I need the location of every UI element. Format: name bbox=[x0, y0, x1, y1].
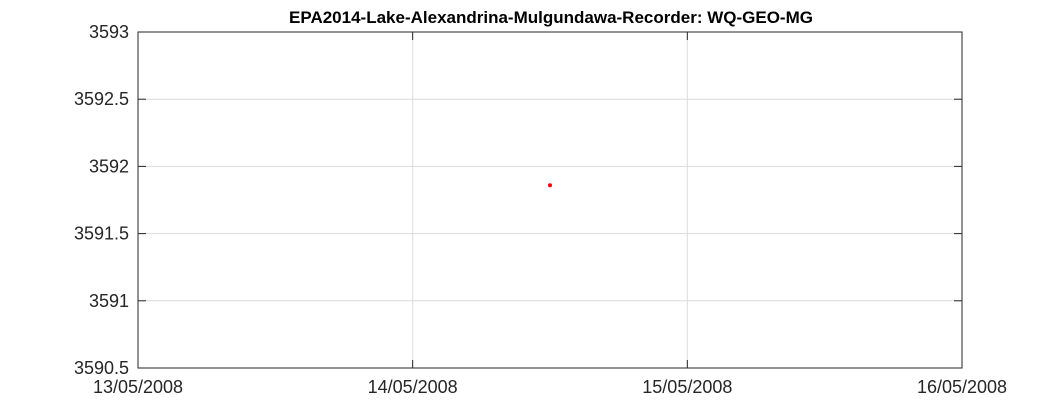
y-tick-label: 3592 bbox=[89, 156, 129, 176]
y-tick-label: 3590.5 bbox=[74, 358, 129, 378]
chart-title: EPA2014-Lake-Alexandrina-Mulgundawa-Reco… bbox=[289, 8, 813, 27]
y-tick-label: 3591 bbox=[89, 291, 129, 311]
plot-area-frame bbox=[137, 31, 963, 369]
y-tick-label: 3591.5 bbox=[74, 224, 129, 244]
y-tick-labels: 3590.5 3591 3591.5 3592 3592.5 3593 bbox=[74, 22, 129, 378]
x-tick-label: 16/05/2008 bbox=[917, 377, 1007, 397]
x-tick-labels: 13/05/2008 14/05/2008 15/05/2008 16/05/2008 bbox=[93, 377, 1007, 397]
x-tick-label: 13/05/2008 bbox=[93, 377, 183, 397]
data-points bbox=[548, 183, 552, 188]
x-tick-label: 15/05/2008 bbox=[642, 377, 732, 397]
x-tick-label: 14/05/2008 bbox=[368, 377, 458, 397]
grid-lines bbox=[138, 32, 962, 368]
tick-marks bbox=[137, 31, 963, 369]
y-tick-label: 3593 bbox=[89, 22, 129, 42]
data-point bbox=[548, 183, 552, 188]
y-tick-label: 3592.5 bbox=[74, 89, 129, 109]
